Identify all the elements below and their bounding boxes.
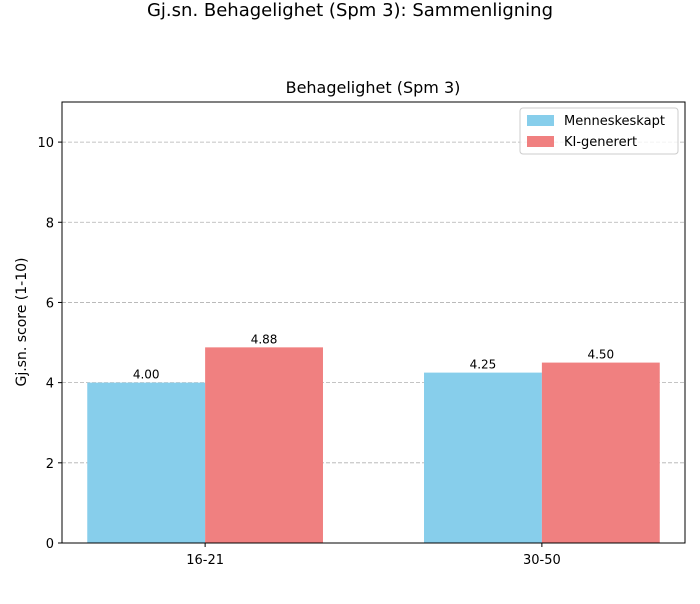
y-tick-label: 0 (46, 537, 54, 552)
x-tick-label: 16-21 (186, 553, 224, 568)
y-tick-label: 2 (46, 457, 54, 472)
legend-label: Menneskeskapt (564, 114, 665, 129)
plot-frame (61, 101, 686, 544)
bar-ki-generert-16-21 (205, 347, 323, 543)
y-tick-label: 10 (37, 136, 54, 151)
y-axis-label: Gj.sn. score (1-10) (14, 257, 30, 386)
y-tick-label: 6 (46, 296, 54, 311)
y-tick-label: 4 (46, 377, 54, 392)
bar-value-label: 4.50 (587, 348, 614, 362)
axes: 0 2 4 6 8 10 16-21 30-50 (37, 101, 686, 568)
legend-swatch (527, 115, 554, 126)
bar-value-label: 4.25 (470, 358, 497, 372)
legend: Menneskeskapt KI-generert (519, 107, 679, 155)
x-tick-label: 30-50 (523, 553, 561, 568)
legend-label: KI-generert (564, 135, 637, 150)
chart-title: Behagelighet (Spm 3) (286, 78, 461, 97)
legend-box (519, 107, 679, 155)
bar-value-label: 4.88 (251, 332, 278, 346)
bar-ki-generert-30-50 (541, 362, 660, 543)
bar-menneskeskapt-30-50 (424, 372, 542, 543)
bar-value-label: 4.00 (133, 368, 160, 382)
bar-menneskeskapt-16-21 (87, 382, 206, 543)
figure-title: Gj.sn. Behagelighet (Spm 3): Sammenligni… (147, 0, 553, 21)
y-tick-label: 8 (46, 216, 54, 231)
legend-swatch (527, 136, 554, 147)
bars: 4.00 4.25 4.88 4.50 (87, 332, 660, 543)
